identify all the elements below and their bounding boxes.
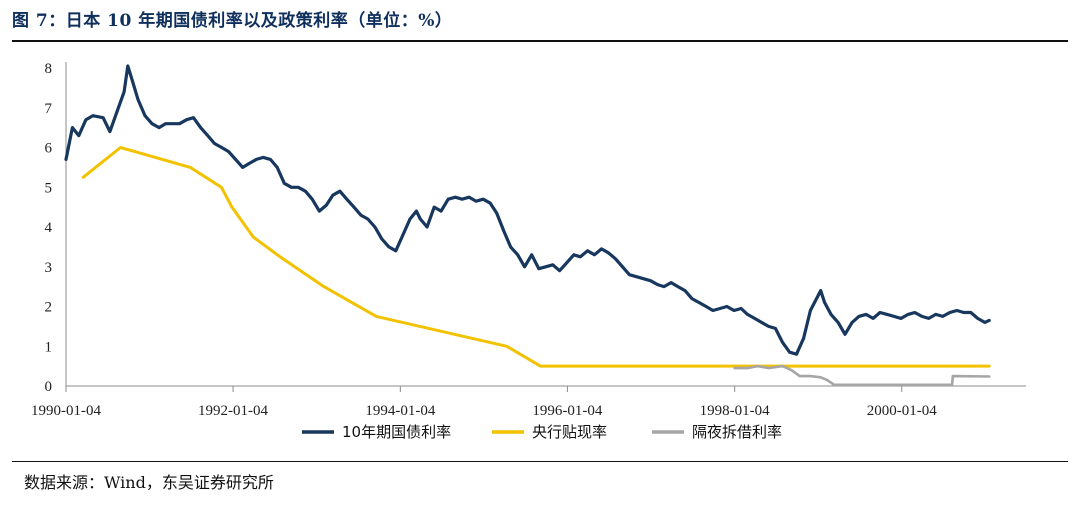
series-line-overnight-call xyxy=(733,364,991,387)
figure-title: 图 7：日本 10 年期国债利率以及政策利率（单位：%） xyxy=(12,11,453,31)
x-tick-label: 2000-01-04 xyxy=(867,403,937,419)
footer-divider xyxy=(12,461,1068,462)
legend-label-overnight-call: 隔夜拆借利率 xyxy=(692,423,782,441)
y-tick-label: 6 xyxy=(45,141,53,157)
x-tick-label: 1996-01-04 xyxy=(532,403,602,419)
y-tick-label: 5 xyxy=(45,180,53,196)
y-tick-label: 0 xyxy=(45,379,53,395)
series-layer xyxy=(64,64,991,387)
source-note: 数据来源：Wind，东吴证券研究所 xyxy=(24,473,274,492)
x-tick-label: 1990-01-04 xyxy=(31,403,101,419)
y-tick-label: 2 xyxy=(45,300,53,316)
x-tick-label: 1994-01-04 xyxy=(365,403,435,419)
legend: 10年期国债利率 央行贴现率 隔夜拆借利率 xyxy=(302,423,782,441)
legend-label-discount-rate: 央行贴现率 xyxy=(532,423,607,441)
chart-axes xyxy=(65,62,1026,387)
y-tick-labels: 0 1 2 3 4 5 6 7 8 xyxy=(45,61,53,395)
x-tick-label: 1998-01-04 xyxy=(700,403,770,419)
series-line-jgb10y xyxy=(64,64,991,356)
legend-label-jgb10y: 10年期国债利率 xyxy=(342,423,451,441)
y-tick-label: 7 xyxy=(45,101,53,117)
x-tick-labels: 1990-01-04 1992-01-04 1994-01-04 1996-01-04… xyxy=(31,386,937,419)
y-tick-label: 3 xyxy=(45,260,53,276)
x-tick-label: 1992-01-04 xyxy=(198,403,268,419)
line-chart: 0 1 2 3 4 5 6 7 8 1990-01-04 1992-01-04 1994-01-04… xyxy=(31,61,1026,441)
y-tick-label: 1 xyxy=(45,339,53,355)
y-tick-label: 8 xyxy=(45,61,53,77)
title-divider xyxy=(12,40,1068,42)
y-tick-label: 4 xyxy=(45,220,53,236)
series-line-discount-rate xyxy=(81,146,991,368)
